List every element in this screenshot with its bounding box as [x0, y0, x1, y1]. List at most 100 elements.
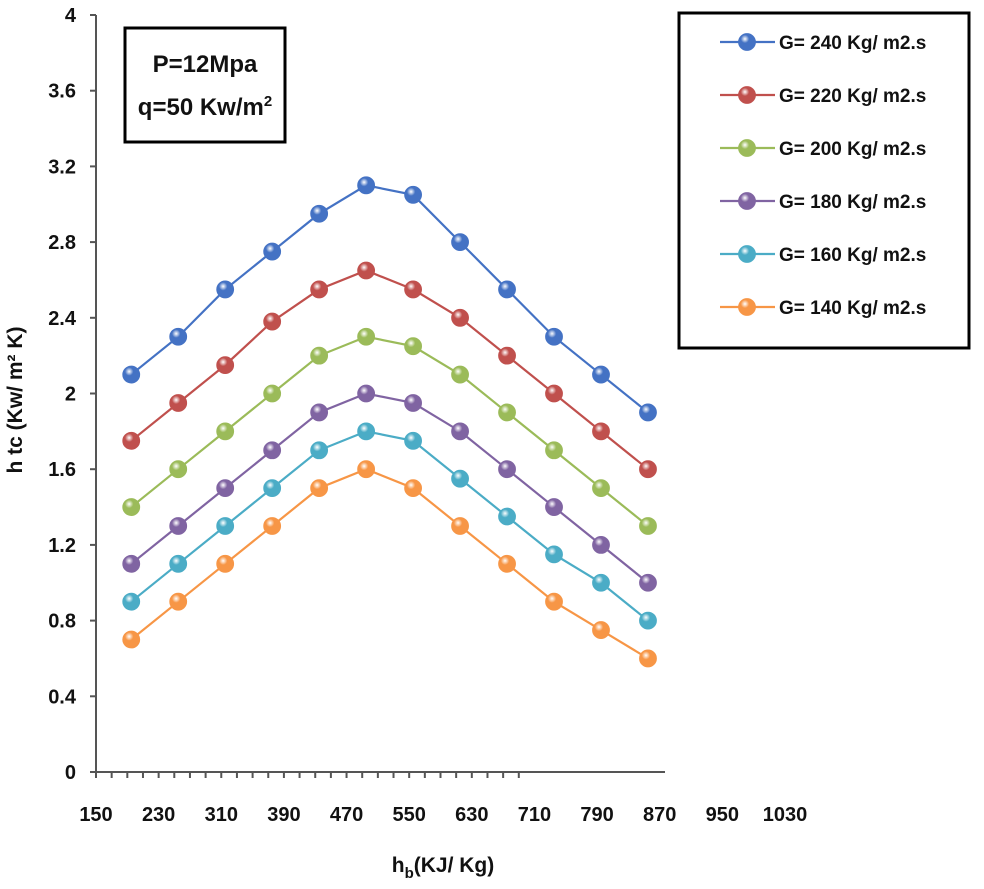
- data-point: [592, 573, 610, 592]
- data-point: [545, 498, 563, 516]
- data-point: [639, 460, 657, 479]
- data-point: [451, 365, 469, 384]
- data-point: [216, 517, 235, 535]
- data-point: [545, 592, 563, 611]
- legend-label: G= 140 Kg/ m2.s: [779, 298, 926, 319]
- x-tick-label: 230: [142, 804, 175, 826]
- x-tick-label: 950: [706, 804, 739, 826]
- annotation-box: P=12Mpa q=50 Kw/m2: [123, 26, 287, 144]
- legend-swatch-marker: [738, 298, 756, 316]
- data-point: [498, 403, 516, 422]
- data-point: [169, 517, 188, 535]
- y-tick-label: 4: [65, 5, 77, 27]
- legend-label: G= 200 Kg/ m2.s: [779, 139, 926, 160]
- data-point: [639, 611, 657, 630]
- data-point: [263, 242, 282, 261]
- data-point: [451, 422, 469, 441]
- x-tick-label: 310: [205, 804, 238, 826]
- series-line: [130, 269, 649, 471]
- x-tick-label: 870: [643, 804, 676, 826]
- data-point: [357, 327, 376, 346]
- legend-swatch-marker: [738, 33, 756, 51]
- data-point: [216, 422, 235, 441]
- annotation-line-1: P=12Mpa: [153, 51, 258, 78]
- series-points: [122, 176, 657, 668]
- data-point: [451, 308, 469, 327]
- data-point: [122, 630, 141, 649]
- data-point: [592, 621, 610, 639]
- data-point: [592, 536, 610, 554]
- data-point: [169, 460, 188, 479]
- x-tick-label: 470: [330, 804, 363, 826]
- x-tick-label: 790: [580, 804, 613, 826]
- data-point: [592, 479, 610, 498]
- y-tick-label: 2.8: [48, 232, 76, 254]
- data-point: [310, 280, 329, 299]
- x-tick-label: 150: [79, 804, 112, 826]
- x-tick-label: 630: [455, 804, 488, 826]
- data-point: [216, 554, 235, 573]
- data-point: [498, 346, 516, 365]
- data-point: [498, 280, 516, 299]
- data-point: [122, 592, 141, 611]
- data-point: [169, 394, 188, 412]
- legend: G= 240 Kg/ m2.s G= 220 Kg/ m2.s G= 200 Kg/…: [677, 11, 971, 350]
- series-line: [130, 184, 649, 414]
- data-point: [451, 517, 469, 535]
- legend-label: G= 160 Kg/ m2.s: [779, 245, 926, 266]
- data-point: [545, 327, 563, 346]
- data-point: [498, 554, 516, 573]
- data-point: [545, 545, 563, 564]
- data-point: [169, 554, 188, 573]
- data-point: [357, 261, 376, 280]
- data-point: [404, 337, 422, 356]
- data-point: [216, 479, 235, 498]
- x-ticks: 150 230 310 390 470 550 630 710 790 870 950 1030: [79, 772, 807, 826]
- data-point: [357, 422, 376, 441]
- data-point: [263, 384, 282, 403]
- legend-swatch-marker: [738, 139, 756, 157]
- data-point: [498, 507, 516, 526]
- legend-swatch-marker: [738, 192, 756, 210]
- data-point: [122, 431, 141, 450]
- legend-swatch-marker: [738, 86, 756, 104]
- x-tick-label: 1030: [763, 804, 808, 826]
- x-tick-label: 390: [267, 804, 300, 826]
- data-point: [639, 403, 657, 422]
- x-axis-title-rest: (KJ/ Kg): [414, 854, 495, 877]
- annotation-frame: [123, 26, 287, 144]
- y-tick-label: 0: [65, 762, 76, 784]
- data-point: [404, 479, 422, 498]
- x-tick-label: 710: [518, 804, 551, 826]
- legend-swatch-marker: [738, 245, 756, 263]
- data-point: [310, 479, 329, 498]
- y-tick-label: 0.8: [48, 611, 76, 633]
- data-point: [122, 554, 141, 573]
- data-point: [357, 384, 376, 403]
- data-point: [639, 573, 657, 592]
- data-point: [404, 431, 422, 450]
- data-point: [498, 460, 516, 479]
- x-axis-title: hb(KJ/ Kg): [392, 854, 495, 882]
- data-point: [545, 384, 563, 403]
- data-point: [169, 327, 188, 346]
- data-point: [310, 204, 329, 223]
- data-point: [451, 233, 469, 252]
- data-point: [451, 469, 469, 488]
- data-point: [639, 649, 657, 668]
- y-tick-label: 2.4: [48, 308, 77, 330]
- data-point: [404, 185, 422, 204]
- data-point: [592, 422, 610, 441]
- data-point: [122, 498, 141, 516]
- data-point: [169, 592, 188, 611]
- data-point: [310, 441, 329, 460]
- data-point: [263, 312, 282, 331]
- data-point: [263, 517, 282, 535]
- data-point: [592, 365, 610, 384]
- data-point: [404, 280, 422, 299]
- x-axis-title-main: h: [392, 854, 405, 877]
- data-point: [216, 356, 235, 375]
- y-tick-label: 3.6: [48, 81, 76, 103]
- x-tick-label: 550: [392, 804, 425, 826]
